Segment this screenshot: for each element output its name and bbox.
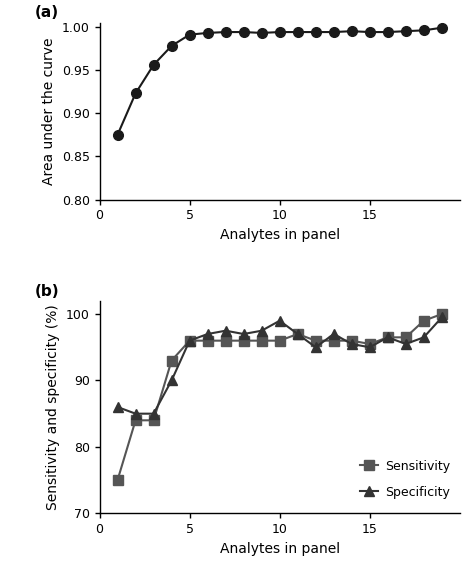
- Y-axis label: Sensitivity and specificity (%): Sensitivity and specificity (%): [46, 304, 60, 510]
- Specificity: [259, 327, 264, 334]
- Sensitivity: [241, 337, 246, 344]
- Legend: Sensitivity, Specificity: Sensitivity, Specificity: [356, 456, 454, 503]
- Sensitivity: [133, 417, 138, 424]
- Text: (a): (a): [35, 5, 59, 20]
- Line: Specificity: Specificity: [113, 312, 447, 418]
- Specificity: [223, 327, 228, 334]
- Specificity: [385, 334, 391, 341]
- Sensitivity: [385, 334, 391, 341]
- Specificity: [187, 337, 192, 344]
- Specificity: [277, 318, 283, 324]
- Sensitivity: [151, 417, 156, 424]
- Specificity: [241, 331, 246, 337]
- Sensitivity: [277, 337, 283, 344]
- Sensitivity: [349, 337, 355, 344]
- Sensitivity: [223, 337, 228, 344]
- Text: (b): (b): [35, 284, 59, 299]
- Sensitivity: [259, 337, 264, 344]
- Sensitivity: [403, 334, 409, 341]
- Sensitivity: [295, 331, 301, 337]
- Sensitivity: [115, 477, 120, 483]
- Specificity: [169, 377, 174, 384]
- Specificity: [331, 331, 337, 337]
- Sensitivity: [439, 311, 445, 318]
- X-axis label: Analytes in panel: Analytes in panel: [219, 541, 340, 556]
- Sensitivity: [367, 341, 373, 347]
- Specificity: [313, 344, 319, 351]
- Sensitivity: [313, 337, 319, 344]
- Specificity: [439, 314, 445, 321]
- Sensitivity: [421, 318, 427, 324]
- X-axis label: Analytes in panel: Analytes in panel: [219, 228, 340, 242]
- Sensitivity: [205, 337, 210, 344]
- Sensitivity: [331, 337, 337, 344]
- Line: Sensitivity: Sensitivity: [113, 309, 447, 485]
- Y-axis label: Area under the curve: Area under the curve: [42, 37, 56, 185]
- Specificity: [151, 410, 156, 417]
- Specificity: [115, 404, 120, 411]
- Specificity: [367, 344, 373, 351]
- Sensitivity: [169, 357, 174, 364]
- Sensitivity: [187, 337, 192, 344]
- Specificity: [295, 331, 301, 337]
- Specificity: [421, 334, 427, 341]
- Specificity: [133, 410, 138, 417]
- Specificity: [205, 331, 210, 337]
- Specificity: [349, 341, 355, 347]
- Specificity: [403, 341, 409, 347]
